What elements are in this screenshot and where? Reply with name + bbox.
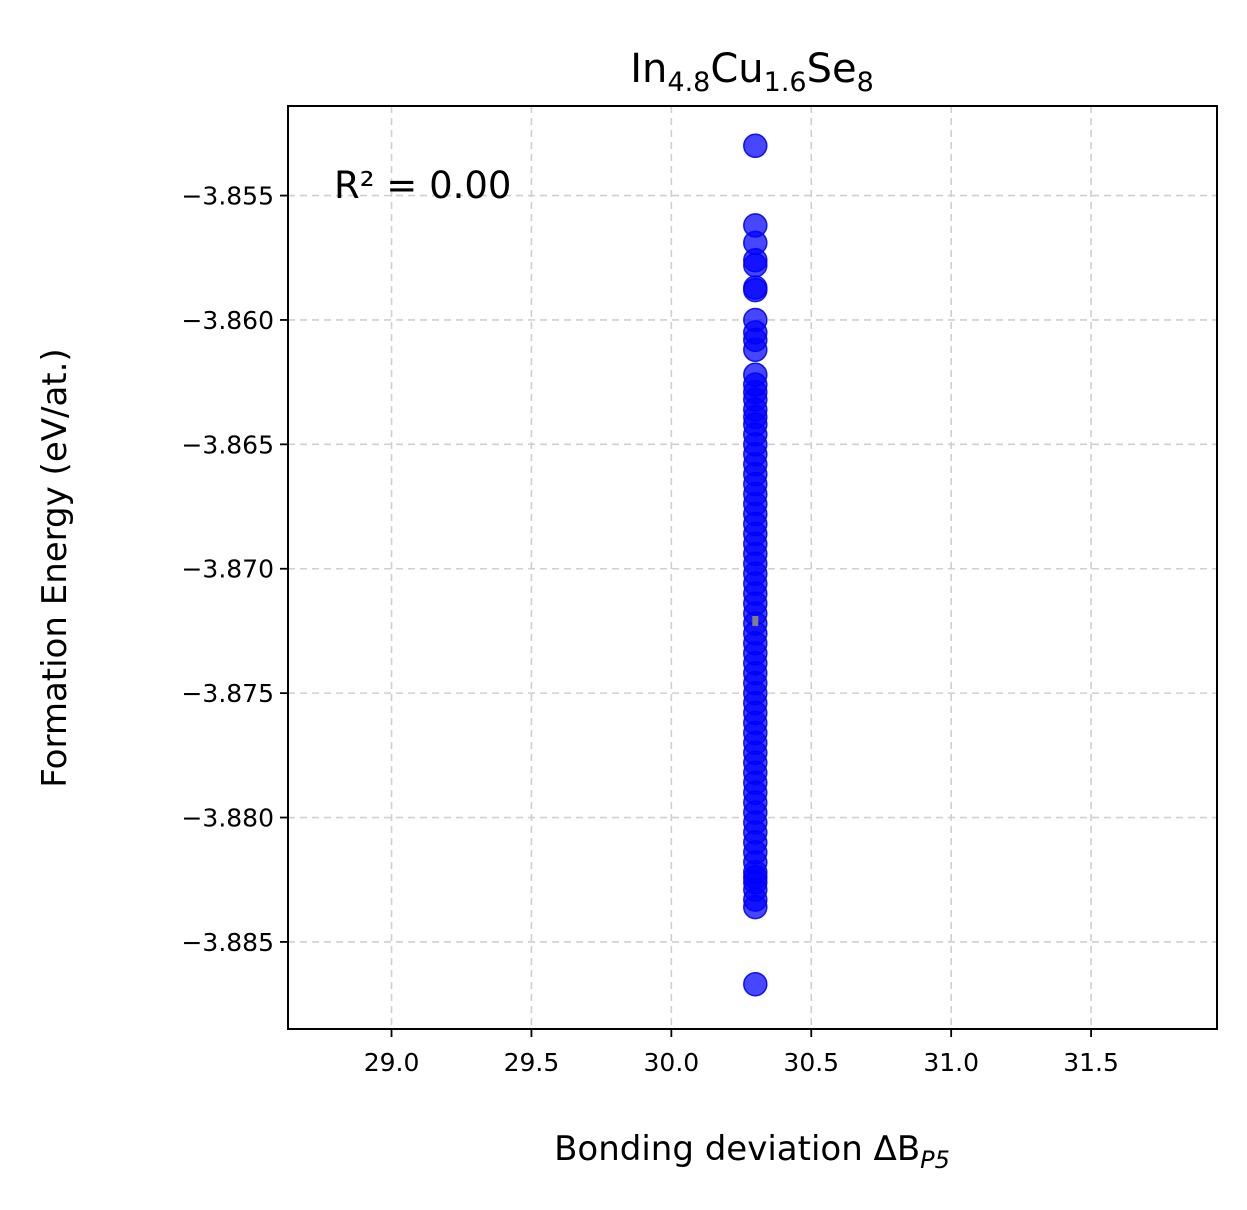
y-axis-ticks: −3.855 −3.860 −3.865 −3.870 −3.875 −3.880 −3.8… [181,182,288,957]
y-tick-label: −3.855 [181,182,274,211]
x-tick-label: 31.0 [923,1048,979,1077]
x-tick-label: 29.5 [504,1048,560,1077]
x-axis-ticks: 29.0 29.5 30.0 30.5 31.0 31.5 [364,1029,1119,1077]
data-point [743,337,768,363]
data-point [743,971,768,997]
y-tick-label: −3.865 [181,430,274,459]
y-tick-label: −3.875 [181,679,274,708]
plot-area-frame [287,105,1218,1030]
data-point [743,252,768,278]
chart-title: In4.8Cu1.6Se8 [630,46,874,98]
x-tick-label: 31.5 [1063,1048,1119,1077]
y-tick-label: −3.870 [181,555,274,584]
grid [288,106,1217,1029]
x-axis-label: Bonding deviation ΔBP5 [554,1129,950,1174]
x-tick-label: 30.5 [783,1048,839,1077]
data-points [743,133,768,997]
x-tick-label: 29.0 [364,1048,420,1077]
y-tick-label: −3.880 [181,804,274,833]
r-squared-annotation: R² = 0.00 [334,164,511,207]
y-tick-label: −3.860 [181,306,274,335]
y-tick-label: −3.885 [181,928,274,957]
x-tick-label: 30.0 [644,1048,700,1077]
data-point [743,277,768,303]
data-point [743,894,768,920]
y-axis-label: Formation Energy (eV/at.) [35,348,75,787]
data-point [743,133,768,159]
